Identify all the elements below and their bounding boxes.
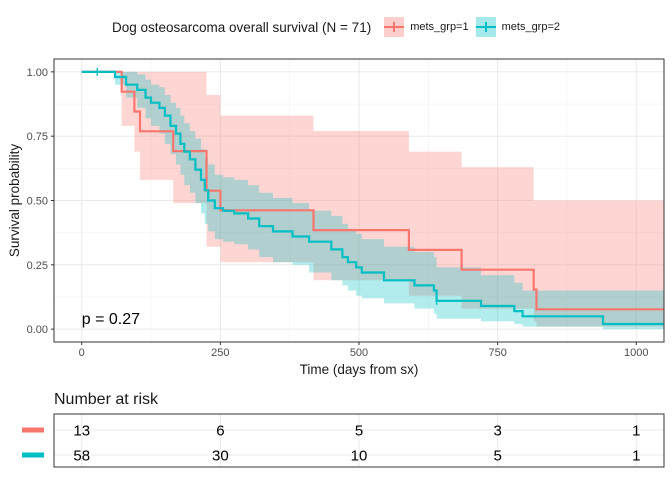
y-tick-label: 1.00 (27, 67, 48, 79)
risk-count-group-1: 3 (493, 423, 501, 440)
y-tick-label: 0.75 (27, 131, 48, 143)
survival-curve-group-2 (81, 70, 664, 326)
risk-count-group-2: 5 (493, 448, 501, 465)
legend-label-group-1: mets_grp=1 (410, 21, 469, 33)
x-tick-label: 750 (488, 347, 506, 359)
legend-entry-group-1: mets_grp=1 (383, 16, 469, 38)
x-tick-label: 0 (79, 347, 85, 359)
x-axis-title: Time (days from sx) (300, 362, 419, 377)
legend-label-group-2: mets_grp=2 (501, 21, 561, 33)
y-axis-title: Survival probability (7, 144, 22, 258)
x-tick-label: 250 (211, 347, 229, 359)
risk-count-group-1: 5 (355, 423, 363, 440)
x-tick-label: 1000 (624, 347, 648, 359)
risk-table: Number at risk 13 6 5 3 1 58 30 10 5 1 (22, 391, 665, 468)
risk-count-group-2: 10 (351, 448, 368, 465)
y-tick-label: 0.25 (27, 260, 48, 272)
legend-key-group-1 (383, 16, 405, 38)
survival-curve-group-1 (81, 70, 664, 311)
plot-panel: 0 250 500 750 1000 0.00 0.25 0.50 0.75 1.00 Time (… (7, 58, 665, 377)
risk-table-title: Number at risk (54, 391, 159, 408)
risk-count-group-1: 1 (632, 423, 640, 440)
legend-key-group-2 (475, 16, 497, 38)
y-tick-label: 0.00 (27, 324, 48, 336)
legend: Dog osteosarcoma overall survival (N = 7… (0, 14, 672, 40)
risk-table-border (53, 413, 665, 468)
risk-count-group-2: 1 (632, 448, 640, 465)
y-tick-label: 0.50 (27, 196, 48, 208)
risk-row-key-group-2 (22, 452, 44, 458)
risk-row-key-group-1 (22, 427, 44, 433)
confidence-band-group-1 (81, 71, 664, 327)
risk-count-group-1: 13 (73, 423, 90, 440)
risk-count-group-2: 58 (73, 448, 90, 465)
risk-count-group-2: 30 (212, 448, 229, 465)
legend-entry-group-2: mets_grp=2 (475, 16, 560, 38)
legend-title: Dog osteosarcoma overall survival (N = 7… (111, 19, 372, 35)
risk-count-group-1: 6 (216, 423, 224, 440)
p-value-label: p = 0.27 (82, 311, 140, 328)
confidence-band-group-2 (81, 71, 664, 330)
x-tick-label: 500 (350, 347, 368, 359)
